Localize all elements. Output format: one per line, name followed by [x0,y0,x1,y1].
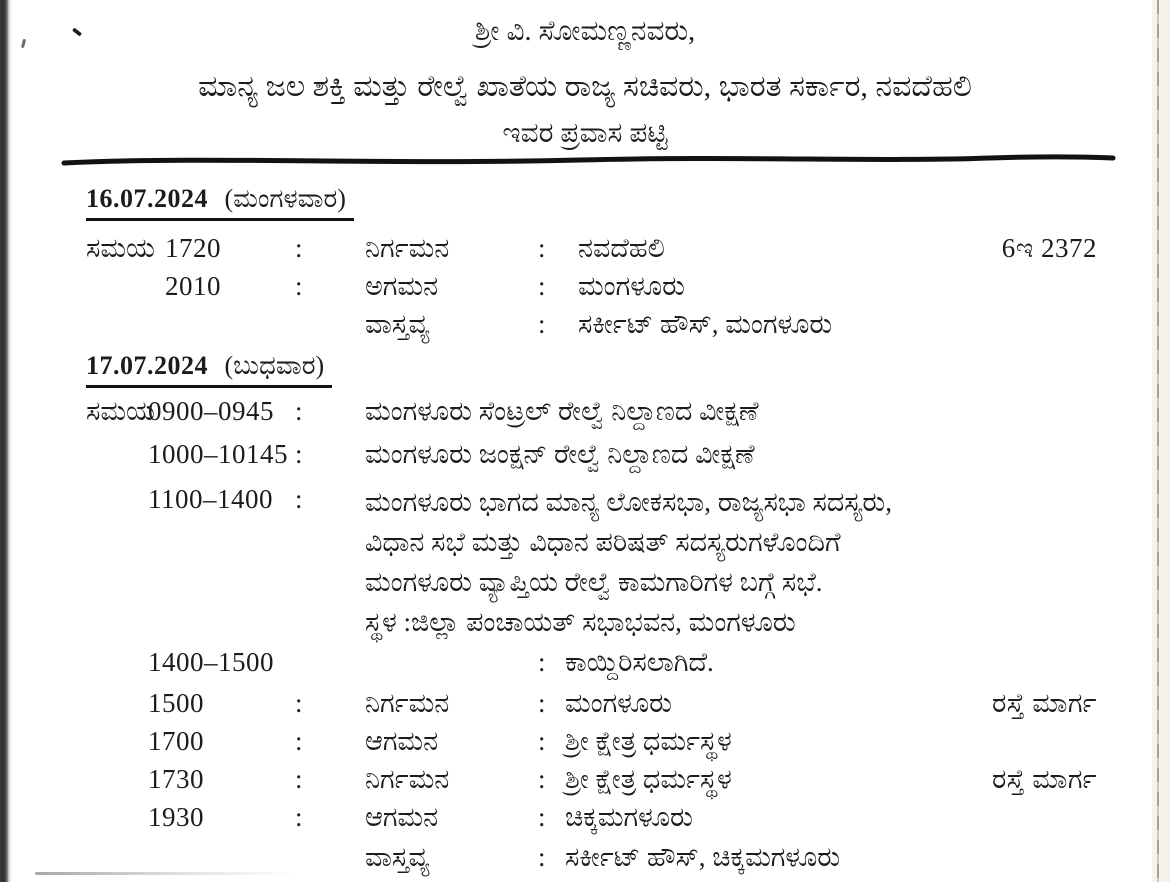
travel-mode: ರಸ್ತೆ ಮಾರ್ಗ [991,764,1097,794]
action-text: ನಿರ್ಗಮನ [365,688,450,718]
description-text: ಮಂಗಳೂರು ಸೆಂಟ್ರಲ್ ರೇಲ್ವೆ ನಿಲ್ದಾಣದ ವೀಕ್ಷಣೆ [365,396,759,426]
colon: : [538,802,546,832]
colon: : [538,271,546,301]
action-text: ನಿರ್ಗಮನ [365,764,450,794]
section-date-heading: 17.07.2024 (ಬುಧವಾರ) [86,351,333,388]
itinerary-row: 1730 : ನಿರ್ಗಮನ : ಶ್ರೀ ಕ್ಷೇತ್ರ ಧರ್ಮಸ್ಥಳ ರ… [0,762,1170,800]
description-text: ಮಂಗಳೂರು ಜಂಕ್ಷನ್ ರೇಲ್ವೆ ನಿಲ್ದಾಣದ ವೀಕ್ಷಣೆ [365,439,755,469]
date-text: 16.07.2024 [86,184,208,213]
itinerary-row: ಸಮಯ 0900–0945 : ಮಂಗಳೂರು ಸೆಂಟ್ರಲ್ ರೇಲ್ವೆ … [0,394,1170,432]
time-value: 1400–1500 [148,647,274,677]
action-text: ನಿರ್ಗಮನ [365,233,450,263]
action-text: ಆಗಮನ [365,802,439,832]
place-text: ಸರ್ಕೀಟ್ ಹೌಸ್, ಚಿಕ್ಕಮಗಳೂರು [565,842,841,872]
place-text: ಕಾಯ್ದಿರಿಸಲಾಗಿದೆ. [565,647,714,677]
time-value: 2010 [165,271,221,301]
itinerary-row: ವಾಸ್ತವ್ಯ : ಸರ್ಕೀಟ್ ಹೌಸ್, ಮಂಗಳೂರು [0,307,1170,345]
description-line: ಸ್ಥಳ :ಜಿಲ್ಲಾ ಪಂಚಾಯತ್ ಸಭಾಭವನ, ಮಂಗಳೂರು [365,607,796,637]
flight-number: 6ಇ 2372 [1001,233,1097,263]
time-value: 1730 [148,764,204,794]
weekday-text: (ಬುಧವಾರ) [224,351,325,380]
itinerary-row: 1700 : ಆಗಮನ : ಶ್ರೀ ಕ್ಷೇತ್ರ ಧರ್ಮಸ್ಥಳ [0,724,1170,762]
document-title-name: ಶ್ರೀ ವಿ. ಸೋಮಣ್ಣನವರು, [474,16,696,47]
colon: : [538,309,546,339]
colon: : [538,842,546,872]
date-text: 17.07.2024 [86,351,208,380]
time-value: 1930 [148,802,204,832]
header-divider-line [61,154,1116,166]
colon: : [295,233,303,263]
time-value: 1700 [148,726,204,756]
colon: : [295,484,303,514]
description-line: ಮಂಗಳೂರು ಭಾಗದ ಮಾನ್ಯ ಲೋಕಸಭಾ, ರಾಜ್ಯಸಭಾ ಸದಸ್… [365,487,892,517]
colon: : [295,726,303,756]
place-text: ಶ್ರೀ ಕ್ಷೇತ್ರ ಧರ್ಮಸ್ಥಳ [565,726,732,756]
time-label: ಸಮಯ [86,396,155,426]
action-text: ವಾಸ್ತವ್ಯ [365,842,430,872]
section-date-heading: 16.07.2024 (ಮಂಗಳವಾರ) [86,184,354,221]
colon: : [538,647,546,677]
action-text: ಅಗಮನ [365,271,439,301]
itinerary-row: 1400–1500 : ಕಾಯ್ದಿರಿಸಲಾಗಿದೆ. [0,645,1170,683]
time-value: 1100–1400 [148,484,273,514]
time-value: 1500 [148,688,204,718]
scan-edge-right-band [1152,0,1170,882]
place-text: ಸರ್ಕೀಟ್ ಹೌಸ್, ಮಂಗಳೂರು [578,309,833,339]
place-text: ಮಂಗಳೂರು [578,271,686,301]
itinerary-row: ಸಮಯ 1720 : ನಿರ್ಗಮನ : ನವದೆಹಲಿ 6ಇ 2372 [0,231,1170,269]
itinerary-row: 1100–1400 : [0,482,1170,520]
colon: : [538,726,546,756]
colon: : [295,396,303,426]
time-value: 1720 [165,233,221,263]
colon: : [538,764,546,794]
colon: : [295,802,303,832]
place-text: ಶ್ರೀ ಕ್ಷೇತ್ರ ಧರ್ಮಸ್ಥಳ [565,764,732,794]
time-value: 1000–10145 [148,439,288,469]
itinerary-row: 1500 : ನಿರ್ಗಮನ : ಮಂಗಳೂರು ರಸ್ತೆ ಮಾರ್ಗ [0,686,1170,724]
place-text: ನವದೆಹಲಿ [578,233,665,263]
meeting-description: ಮಂಗಳೂರು ಭಾಗದ ಮಾನ್ಯ ಲೋಕಸಭಾ, ರಾಜ್ಯಸಭಾ ಸದಸ್… [365,482,892,642]
time-label: ಸಮಯ [86,233,155,263]
itinerary-row: ವಾಸ್ತವ್ಯ : ಸರ್ಕೀಟ್ ಹೌಸ್, ಚಿಕ್ಕಮಗಳೂರು [0,840,1170,878]
colon: : [538,688,546,718]
place-text: ಮಂಗಳೂರು [565,688,673,718]
description-line: ವಿಧಾನ ಸಭೆ ಮತ್ತು ವಿಧಾನ ಪರಿಷತ್ ಸದಸ್ಯರುಗಳೊಂ… [365,527,841,557]
action-text: ಆಗಮನ [365,726,439,756]
scan-edge-left [0,0,12,882]
travel-mode: ರಸ್ತೆ ಮಾರ್ಗ [991,688,1097,718]
itinerary-row: 2010 : ಅಗಮನ : ಮಂಗಳೂರು [0,269,1170,307]
scan-edge-right-line [1157,0,1159,882]
document-title-tour-programme: ಇವರ ಪ್ರವಾಸ ಪಟ್ಟಿ [502,118,668,149]
weekday-text: (ಮಂಗಳವಾರ) [224,184,346,213]
colon: : [295,439,303,469]
colon: : [295,764,303,794]
place-text: ಚಿಕ್ಕಮಗಳೂರು [565,802,693,832]
colon: : [295,271,303,301]
colon: : [295,688,303,718]
colon: : [538,233,546,263]
description-line: ಮಂಗಳೂರು ವ್ಯಾಪ್ತಿಯ ರೇಲ್ವೆ ಕಾಮಗಾರಿಗಳ ಬಗ್ಗೆ… [365,567,823,597]
time-value: 0900–0945 [148,396,274,426]
scan-smudge [35,872,295,875]
itinerary-row: 1000–10145 : ಮಂಗಳೂರು ಜಂಕ್ಷನ್ ರೇಲ್ವೆ ನಿಲ್… [0,437,1170,475]
document-title-designation: ಮಾನ್ಯ ಜಲ ಶಕ್ತಿ ಮತ್ತು ರೇಲ್ವೆ ಖಾತೆಯ ರಾಜ್ಯ … [198,70,972,103]
action-text: ವಾಸ್ತವ್ಯ [365,309,430,339]
itinerary-row: 1930 : ಆಗಮನ : ಚಿಕ್ಕಮಗಳೂರು [0,800,1170,838]
